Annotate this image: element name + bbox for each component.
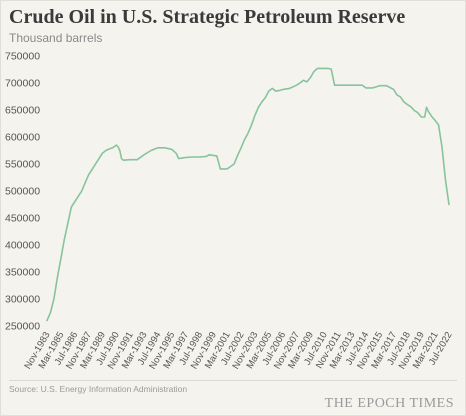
y-tick-label: 700000 xyxy=(5,78,40,90)
y-tick-label: 650000 xyxy=(5,105,40,117)
y-tick-label: 450000 xyxy=(5,213,40,225)
source-note: Source: U.S. Energy Information Administ… xyxy=(9,384,188,394)
y-tick-label: 600000 xyxy=(5,132,40,144)
y-tick-label: 750000 xyxy=(5,51,40,63)
chart-title: Crude Oil in U.S. Strategic Petroleum Re… xyxy=(9,6,406,28)
publisher-logo: THE EPOCH TIMES xyxy=(324,396,454,411)
series-layer xyxy=(46,67,450,322)
y-tick-label: 350000 xyxy=(5,267,40,279)
chart-subtitle: Thousand barrels xyxy=(9,31,103,45)
y-tick-label: 400000 xyxy=(5,240,40,252)
y-tick-label: 550000 xyxy=(5,159,40,171)
x-axis: Nov-1983Mar-1985Jul-1986Nov-1987Mar-1989… xyxy=(22,330,454,371)
series-line xyxy=(46,67,450,322)
y-tick-label: 300000 xyxy=(5,294,40,306)
source-divider xyxy=(9,380,457,381)
y-tick-label: 500000 xyxy=(5,186,40,198)
y-tick-label: 250000 xyxy=(5,321,40,333)
y-axis: 250000 300000 350000 400000 450000 500000 5500… xyxy=(5,51,40,333)
